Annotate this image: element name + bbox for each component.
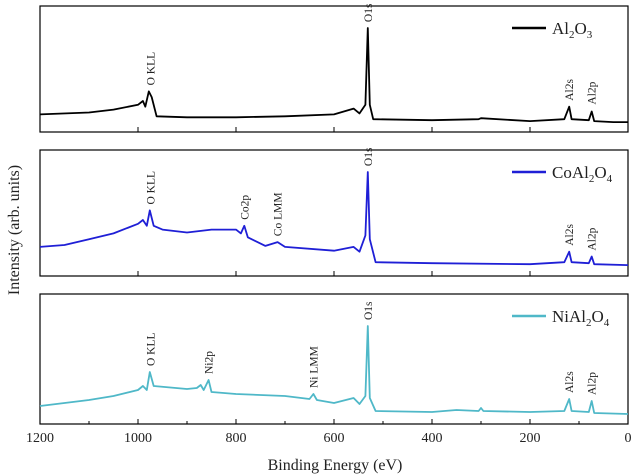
x-tick-label: 1000 xyxy=(124,431,152,446)
x-tick-label: 0 xyxy=(625,431,631,446)
peak-label: Al2s xyxy=(564,371,576,393)
x-tick-label: 400 xyxy=(422,431,443,446)
spectrum-line xyxy=(39,171,629,266)
peak-label: Ni2p xyxy=(204,351,216,374)
peak-label: Al2p xyxy=(587,372,599,395)
spectrum-line xyxy=(39,27,628,123)
peak-label: Co LMM xyxy=(273,192,285,236)
x-axis: 1200 1000 800 600 400 200 0 xyxy=(26,421,631,446)
panel-frame xyxy=(39,5,629,133)
x-tick-label: 1200 xyxy=(26,431,54,446)
peak-label: O1s xyxy=(363,147,375,166)
peak-label: Al2p xyxy=(587,81,599,104)
legend-label: CoAl2O4 xyxy=(552,163,613,185)
peak-label: O1s xyxy=(363,3,375,22)
peak-label: Al2s xyxy=(564,224,576,246)
peak-label: O1s xyxy=(363,301,375,320)
legend-label: NiAl2O4 xyxy=(552,307,610,329)
panels-group: O KLL O1s Al2s Al2p Al2O3 O KLL Co2p Co LMM O1s A… xyxy=(39,3,629,425)
peak-label: O KLL xyxy=(145,52,157,86)
x-tick-label: 200 xyxy=(520,431,541,446)
legend-label: Al2O3 xyxy=(552,19,593,41)
panel-3: O KLL Ni2p Ni LMM O1s Al2s Al2p NiAl2O4 xyxy=(39,293,629,425)
peak-label: Al2s xyxy=(564,79,576,101)
peak-label: Al2p xyxy=(587,227,599,250)
peak-label: O KLL xyxy=(145,171,157,205)
x-axis-title: Binding Energy (eV) xyxy=(268,457,403,474)
peak-label: Ni LMM xyxy=(308,346,320,388)
x-tick-label: 800 xyxy=(226,431,247,446)
peak-label: O KLL xyxy=(145,332,157,366)
panel-frame xyxy=(39,149,629,277)
peak-label: Co2p xyxy=(239,195,251,220)
panel-frame xyxy=(39,293,629,425)
panel-2: O KLL Co2p Co LMM O1s Al2s Al2p CoAl2O4 xyxy=(39,147,629,277)
spectrum-line xyxy=(39,325,629,415)
y-axis-title: Intensity (arb. units) xyxy=(6,165,23,295)
x-tick-label: 600 xyxy=(324,431,345,446)
panel-1: O KLL O1s Al2s Al2p Al2O3 xyxy=(39,3,629,133)
